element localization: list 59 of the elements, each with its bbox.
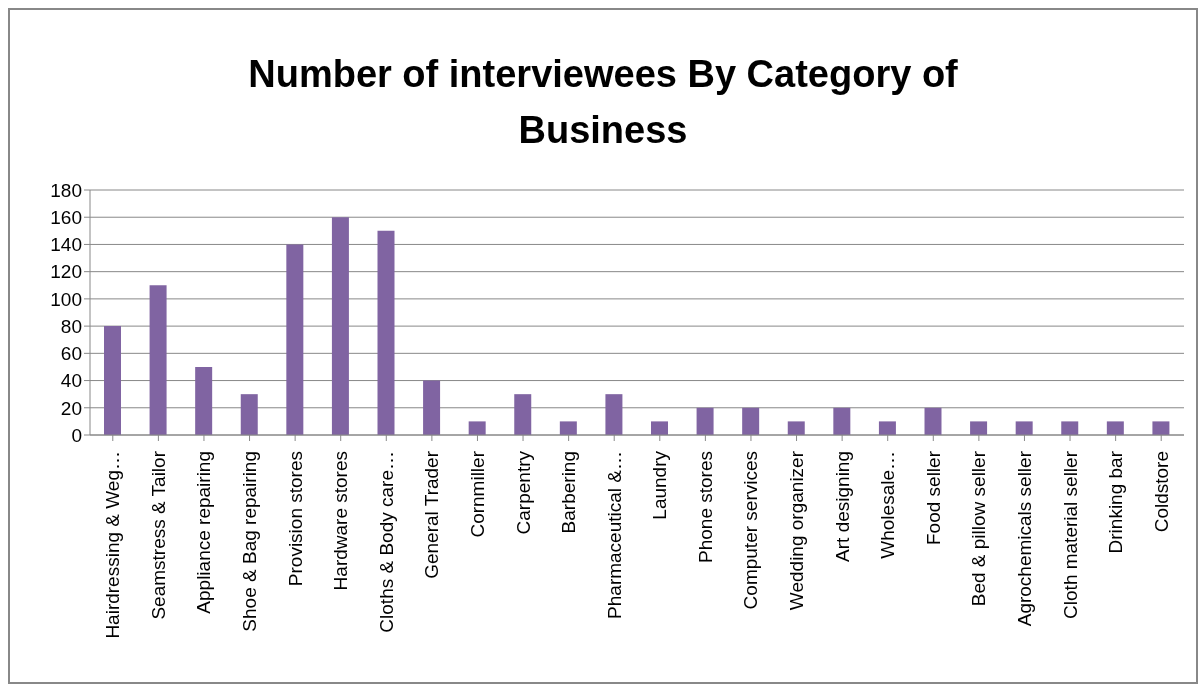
bar [240,394,258,435]
bar [651,421,668,435]
bar [605,394,623,435]
bar [104,326,121,435]
bar [514,394,532,435]
y-tick-label: 40 [60,370,82,392]
bar [423,380,441,435]
x-tick-label: Art designing [831,451,853,562]
bar [331,217,349,435]
bar [1061,421,1079,435]
x-tick-label: Agrochemicals seller [1013,450,1035,627]
x-tick-label: Cloths & Body care… [375,451,397,633]
bar [468,421,486,435]
x-tick-label: Coldstore [1150,451,1172,533]
bar [833,407,851,435]
bar [559,421,577,435]
x-tick-label: Cornmiller [466,450,488,538]
x-tick-label: Barbering [558,451,580,534]
bar [970,421,988,435]
x-tick-label: Hairdressing & Weg… [102,451,124,639]
x-tick-label: Bed & pillow seller [968,450,990,607]
y-tick-label: 20 [60,397,82,419]
y-tick-label: 80 [60,315,82,337]
y-tick-label: 100 [50,288,82,310]
x-tick-label: Hardware stores [330,451,352,591]
x-tick-label: Wedding organizer [786,450,808,611]
bar [742,407,760,435]
bar [696,407,714,435]
bar [1015,421,1033,435]
x-tick-label: Provision stores [284,451,306,587]
x-tick-label: Laundry [649,450,671,520]
x-tick-label: Pharmaceutical &… [603,451,625,619]
bar [787,421,805,435]
bar [1106,421,1124,435]
y-tick-label: 140 [50,234,82,256]
y-tick-label: 180 [50,179,82,201]
x-tick-label: Cloth material seller [1059,450,1081,619]
x-tick-label: Carpentry [512,450,534,535]
x-tick-label: Food seller [922,450,944,545]
x-tick-label: Wholesale… [877,451,899,559]
x-tick-label: Drinking bar [1105,450,1127,554]
bar [377,230,395,435]
y-tick-label: 120 [50,261,82,283]
bar [195,366,213,435]
bar [878,421,896,435]
x-tick-label: Seamstress & Tailor [147,450,169,620]
bar [286,244,304,435]
x-tick-label: Shoe & Bag repairing [239,451,261,632]
bar [149,285,167,435]
y-tick-label: 0 [71,424,82,446]
x-tick-label: Appliance repairing [193,451,215,614]
x-tick-label: Phone stores [694,451,716,563]
bar [1152,421,1170,435]
bar [924,407,942,435]
chart-title: Number of interviewees By Category of Business [247,52,959,153]
x-tick-label: General Trader [421,450,443,579]
y-tick-label: 60 [60,343,82,365]
y-tick-label: 160 [50,206,82,228]
x-tick-label: Computer services [740,451,762,610]
